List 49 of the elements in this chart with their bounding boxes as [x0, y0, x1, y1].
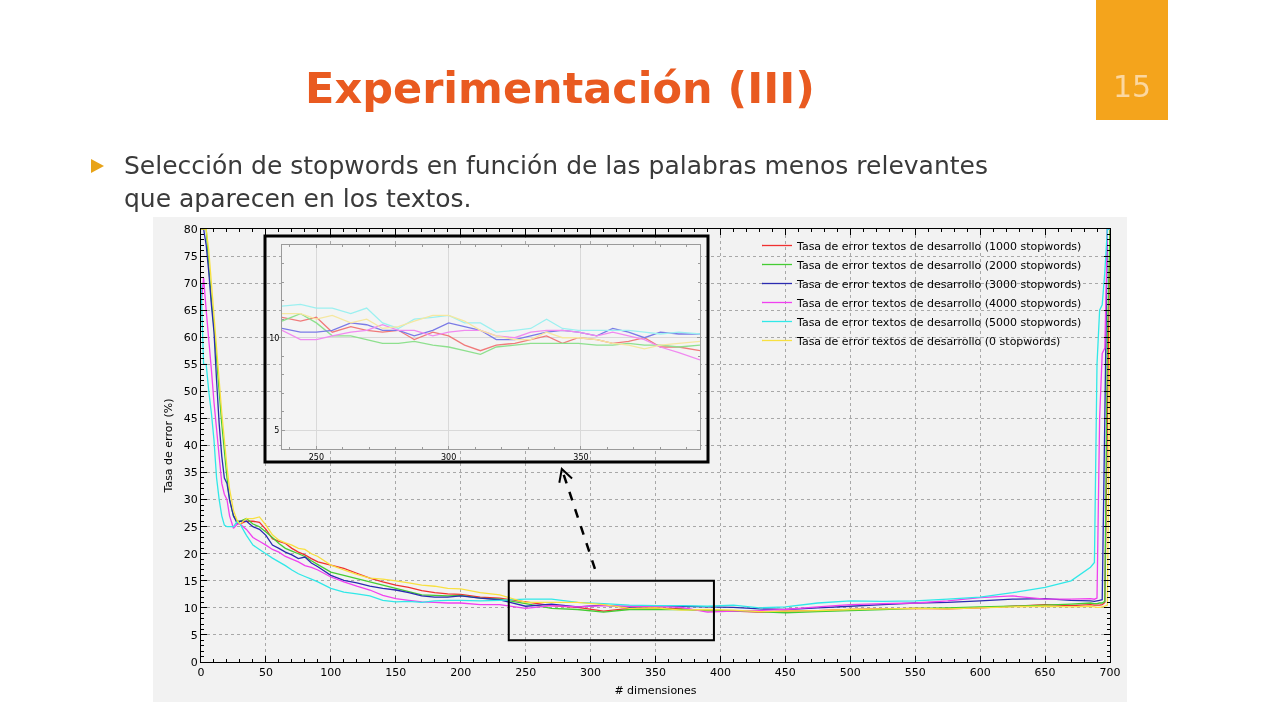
x-tick-label: 350 — [573, 452, 589, 462]
x-tick-label: 150 — [385, 666, 407, 680]
x-axis-title: # dimensiones — [614, 684, 697, 698]
x-tick-label: 200 — [450, 666, 472, 680]
y-tick-label: 60 — [183, 331, 198, 345]
x-tick-label: 450 — [774, 666, 796, 680]
y-tick-label: 0 — [190, 655, 198, 669]
y-tick-label: 45 — [183, 412, 198, 426]
x-tick-label: 650 — [1034, 666, 1056, 680]
y-axis-title: Tasa de error (%) — [162, 398, 176, 494]
x-tick-label: 300 — [441, 452, 457, 462]
y-tick-label: 20 — [183, 547, 198, 561]
y-tick-label: 10 — [269, 333, 280, 343]
y-tick-label: 55 — [183, 358, 198, 372]
chart-subtitle: Selección de stopwords en función de las palabras menos relevantes que aparecen en los textos. — [124, 151, 988, 213]
x-tick-label: 550 — [904, 666, 926, 680]
x-tick-label: 250 — [308, 452, 325, 462]
legend-label: Tasa de error textos de desarrollo (3000 stopwords) — [796, 277, 1082, 291]
x-tick-label: 250 — [515, 666, 537, 680]
legend-label: Tasa de error textos de desarrollo (1000 stopwords) — [796, 239, 1082, 253]
legend-label: Tasa de error textos de desarrollo (4000 stopwords) — [796, 296, 1082, 310]
y-tick-label: 75 — [183, 249, 198, 263]
y-tick-label: 80 — [183, 222, 198, 236]
y-tick-label: 70 — [183, 276, 198, 290]
legend-label: Tasa de error textos de desarrollo (0 stopwords) — [796, 334, 1061, 348]
line-series — [282, 322, 700, 341]
line-series — [282, 303, 700, 335]
y-tick-label: 40 — [183, 439, 198, 453]
x-tick-label: 100 — [320, 666, 342, 680]
x-tick-label: 500 — [839, 666, 861, 680]
y-tick-label: 5 — [190, 628, 198, 642]
text: 15 — [1113, 69, 1152, 104]
y-tick-label: 30 — [183, 493, 198, 507]
y-tick-label: 50 — [183, 385, 198, 399]
x-tick-label: 400 — [709, 666, 731, 680]
y-tick-label: 10 — [183, 601, 198, 615]
y-tick-label: 35 — [183, 466, 198, 480]
y-tick-label: 65 — [183, 304, 198, 318]
y-tick-label: 15 — [183, 574, 198, 588]
x-tick-label: 600 — [969, 666, 991, 680]
legend-label: Tasa de error textos de desarrollo (2000 stopwords) — [796, 258, 1082, 272]
y-tick-label: 5 — [274, 426, 280, 436]
y-tick-label: 25 — [183, 520, 198, 534]
x-tick-label: 700 — [1099, 666, 1121, 680]
x-tick-label: 350 — [645, 666, 666, 680]
legend-label: Tasa de error textos de desarrollo (5000 stopwords) — [796, 315, 1082, 329]
line-series — [282, 324, 700, 361]
x-tick-label: 300 — [580, 666, 602, 680]
chart-title: Experimentación (III) — [305, 63, 815, 114]
